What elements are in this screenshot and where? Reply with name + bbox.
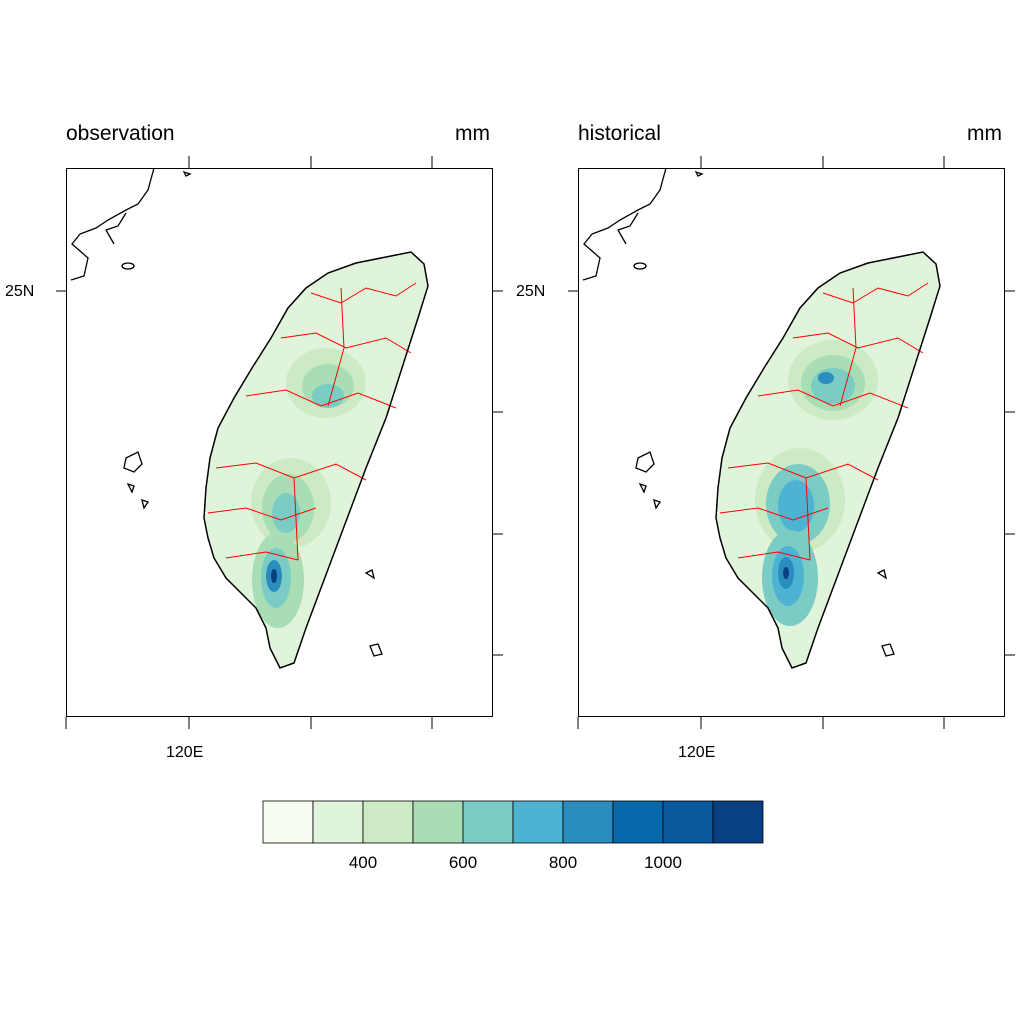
colorbar [262,800,764,844]
panel-2-precip-field [716,252,940,668]
colorbar-box-1 [312,800,364,844]
panel-2-coastline [715,251,941,669]
colorbar-box-9 [712,800,764,844]
colorbar-label: 400 [348,853,378,872]
panel-1-precip-field [204,252,428,668]
panel-2-county-borders [719,282,929,561]
panel-1-county-borders [207,282,417,561]
panel-1-precip-c3 [272,493,300,533]
panel-1-map [56,156,503,729]
panel-1-islands [123,170,383,657]
panel-2-map [568,156,1015,729]
panel-2-precip-c3 [778,480,814,532]
colorbar-box-4 [462,800,514,844]
colorbar-box-5 [512,800,564,844]
panel-1-island-fill [204,252,428,668]
panel-1-mainland-coast [70,167,155,281]
colorbar-box-7 [612,800,664,844]
colorbar-label: 800 [548,853,578,872]
colorbar-label: 600 [448,853,478,872]
panel-2-title: historical [578,122,661,145]
panel-2-units: mm [967,122,1002,145]
panel-2-lat-label: 25N [516,283,546,300]
panel-1-coastline [203,251,429,669]
panel-2-ticks [568,156,1015,729]
colorbar-box-6 [562,800,614,844]
panel-2-lon-label: 120E [678,744,716,761]
colorbar-box-2 [362,800,414,844]
panel-1-precip-n3 [312,384,344,408]
panel-2-precip-n4 [818,372,834,384]
panel-1-lon-label: 120E [166,744,204,761]
colorbar-label: 1000 [644,853,682,872]
panel-1-title: observation [66,122,175,145]
panel-1-ticks [56,156,503,729]
panel-2-precip-s4 [783,567,789,579]
panel-1-lat-label: 25N [5,283,35,300]
panel-1-units: mm [455,122,490,145]
colorbar-box-3 [412,800,464,844]
panel-1-frame [66,168,493,717]
colorbar-box-8 [662,800,714,844]
panel-2-frame [578,168,1005,717]
panel-2-islands [635,170,895,657]
panel-1-precip-s4 [271,569,277,583]
colorbar-box-0 [262,800,314,844]
panel-2-mainland-coast [582,167,667,281]
